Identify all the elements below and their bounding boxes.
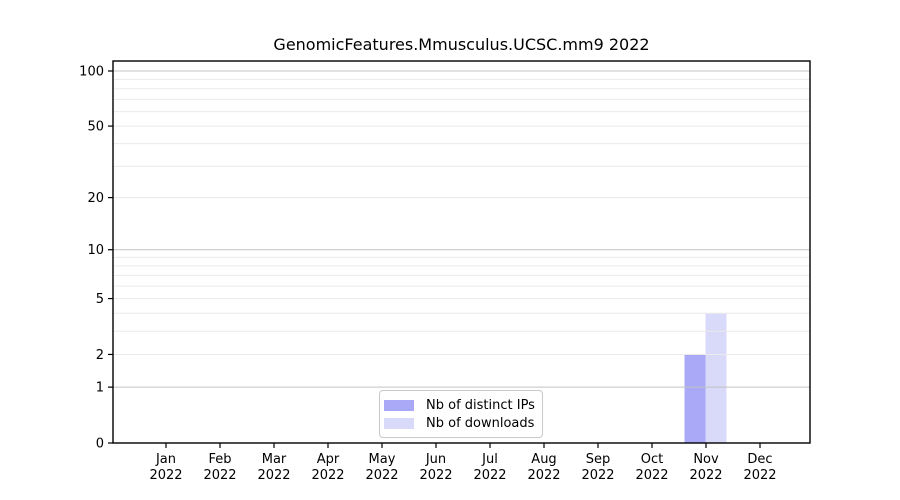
y-tick-label: 2 [96, 348, 104, 363]
x-tick-label-month: Oct [641, 452, 663, 467]
bar-downloads [705, 313, 727, 443]
x-tick-label-year: 2022 [689, 468, 722, 483]
axis-ticks-group [108, 70, 761, 448]
legend: Nb of distinct IPs Nb of downloads [379, 390, 543, 438]
legend-label-downloads: Nb of downloads [426, 415, 535, 431]
x-tick-label-month: Aug [531, 452, 556, 467]
plot-frame [112, 60, 811, 444]
x-tick-label-month: Apr [317, 452, 340, 467]
x-tick-label-year: 2022 [635, 468, 668, 483]
x-tick-label-year: 2022 [581, 468, 614, 483]
x-tick-label-year: 2022 [365, 468, 398, 483]
x-tick-label-year: 2022 [743, 468, 776, 483]
x-tick-label-month: Mar [262, 452, 287, 467]
legend-row-downloads: Nb of downloads [384, 417, 536, 430]
gridlines-group [113, 70, 810, 388]
x-tick-label-year: 2022 [203, 468, 236, 483]
x-tick-label-month: Nov [693, 452, 719, 467]
x-tick-label-year: 2022 [257, 468, 290, 483]
x-tick-label-month: Jun [425, 452, 446, 467]
plot-frame-group [112, 60, 811, 444]
y-tick-label: 20 [87, 191, 104, 206]
legend-row-distinct-ips: Nb of distinct IPs [384, 399, 536, 412]
y-tick-label: 5 [96, 292, 104, 307]
x-tick-label-month: Dec [747, 452, 772, 467]
x-tick-label-year: 2022 [419, 468, 452, 483]
x-tick-label-year: 2022 [149, 468, 182, 483]
y-tick-label: 1 [96, 381, 104, 396]
x-tick-label-year: 2022 [473, 468, 506, 483]
y-tick-label: 50 [87, 120, 104, 135]
y-tick-label: 0 [96, 437, 104, 452]
bars-group [684, 313, 727, 443]
legend-swatch-distinct-ips [384, 399, 414, 411]
legend-label-distinct-ips: Nb of distinct IPs [426, 397, 535, 413]
axis-labels-group: 0125102050100Jan2022Feb2022Mar2022Apr202… [79, 65, 776, 484]
y-tick-label: 100 [79, 65, 104, 80]
legend-swatch-downloads [384, 417, 414, 429]
x-tick-label-month: Feb [208, 452, 231, 467]
x-tick-label-year: 2022 [527, 468, 560, 483]
x-tick-label-month: Jan [155, 452, 176, 467]
x-tick-label-month: Jul [481, 452, 498, 467]
x-tick-label-month: Sep [586, 452, 611, 467]
x-tick-label-year: 2022 [311, 468, 344, 483]
y-tick-label: 10 [87, 243, 104, 258]
bar-distinct-ips [684, 354, 706, 443]
x-tick-label-month: May [369, 452, 396, 467]
chart-title: GenomicFeatures.Mmusculus.UCSC.mm9 2022 [273, 35, 650, 54]
